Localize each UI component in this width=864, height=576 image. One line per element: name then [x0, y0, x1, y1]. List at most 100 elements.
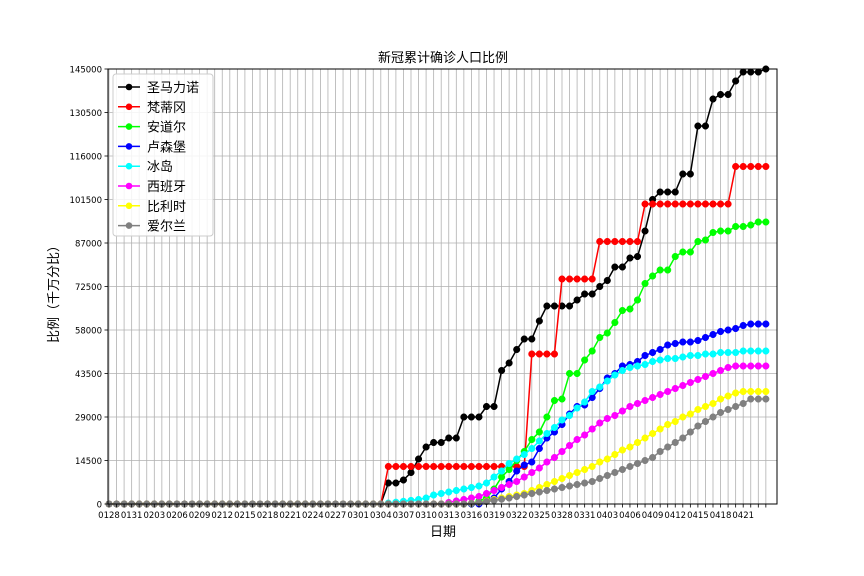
data-point: [566, 369, 574, 378]
data-point: [430, 438, 438, 447]
data-point: [686, 410, 694, 418]
data-point: [732, 162, 740, 171]
data-point: [467, 462, 475, 471]
series-3: [105, 218, 770, 508]
data-point: [762, 320, 770, 328]
x-tick-label: 0218: [257, 511, 279, 521]
legend-entry: 卢森堡: [118, 139, 186, 155]
data-point: [626, 443, 634, 451]
data-point: [475, 413, 483, 421]
data-point: [588, 462, 596, 471]
data-point: [633, 459, 642, 468]
data-point: [490, 462, 498, 471]
data-point: [649, 200, 657, 208]
data-point: [513, 492, 521, 501]
data-point: [498, 473, 506, 481]
data-point: [596, 383, 604, 391]
data-point: [558, 275, 566, 283]
data-point: [603, 455, 611, 463]
data-point: [649, 429, 657, 438]
x-tick-label: 0421: [732, 511, 754, 521]
data-point: [701, 417, 710, 426]
data-point: [694, 200, 702, 208]
data-point: [573, 369, 581, 378]
data-point: [732, 362, 740, 370]
data-point: [550, 485, 559, 493]
data-point: [717, 90, 725, 99]
data-point: [664, 188, 672, 196]
data-point: [762, 162, 770, 171]
data-point: [550, 453, 559, 462]
data-point: [588, 387, 596, 396]
data-point: [739, 387, 747, 396]
legend-entry: 安道尔: [118, 121, 186, 136]
data-point: [709, 413, 717, 421]
data-point: [581, 398, 589, 406]
legend-marker: [125, 103, 133, 111]
data-point: [550, 477, 559, 486]
data-point: [649, 348, 657, 357]
legend-label: 冰岛: [147, 159, 173, 175]
series-6: [105, 362, 770, 508]
y-tick-label: 14500: [75, 457, 102, 467]
data-point: [611, 411, 619, 420]
data-point: [664, 341, 672, 349]
data-point: [513, 467, 521, 475]
x-axis-label: 日期: [430, 525, 456, 540]
data-point: [430, 491, 438, 499]
data-point: [762, 218, 770, 226]
x-tick-label: 0131: [121, 511, 143, 521]
legend-marker: [125, 83, 133, 91]
data-point: [633, 362, 642, 370]
legend-label: 安道尔: [147, 121, 186, 136]
data-point: [520, 335, 528, 343]
data-point: [611, 371, 619, 379]
legend-entry: 比利时: [118, 200, 186, 215]
data-point: [679, 338, 687, 346]
data-point: [603, 276, 611, 285]
x-tick-label: 0307: [393, 511, 415, 521]
data-point: [422, 443, 430, 451]
data-point: [603, 414, 611, 423]
data-point: [694, 375, 702, 384]
data-point: [664, 354, 672, 363]
data-point: [460, 462, 468, 471]
data-point: [664, 266, 672, 274]
data-point: [415, 462, 423, 471]
data-point: [701, 122, 710, 130]
data-point: [535, 350, 543, 358]
x-tick-label: 0209: [189, 511, 211, 521]
data-point: [626, 237, 634, 246]
data-point: [543, 480, 551, 489]
data-point: [709, 369, 717, 378]
data-point: [528, 489, 536, 498]
data-point: [701, 236, 710, 244]
data-point: [762, 362, 770, 370]
legend-marker: [125, 202, 133, 210]
data-point: [581, 431, 589, 439]
data-point: [482, 489, 491, 498]
data-point: [573, 404, 581, 412]
data-point: [528, 468, 536, 477]
y-tick-label: 130500: [70, 109, 102, 119]
data-point: [407, 462, 415, 471]
data-point: [671, 339, 679, 348]
data-point: [732, 222, 740, 231]
data-point: [573, 275, 581, 283]
data-point: [505, 459, 513, 468]
x-tick-label: 0322: [506, 511, 528, 521]
data-point: [679, 200, 687, 208]
data-point: [656, 390, 664, 399]
data-point: [664, 387, 672, 396]
data-point: [490, 496, 498, 504]
data-point: [596, 333, 604, 342]
legend-marker: [125, 182, 133, 190]
data-point: [724, 227, 732, 235]
series-5: [105, 347, 770, 508]
data-point: [498, 366, 506, 375]
data-point: [754, 362, 762, 370]
data-point: [603, 471, 611, 480]
legend-entry: 西班牙: [118, 180, 186, 195]
